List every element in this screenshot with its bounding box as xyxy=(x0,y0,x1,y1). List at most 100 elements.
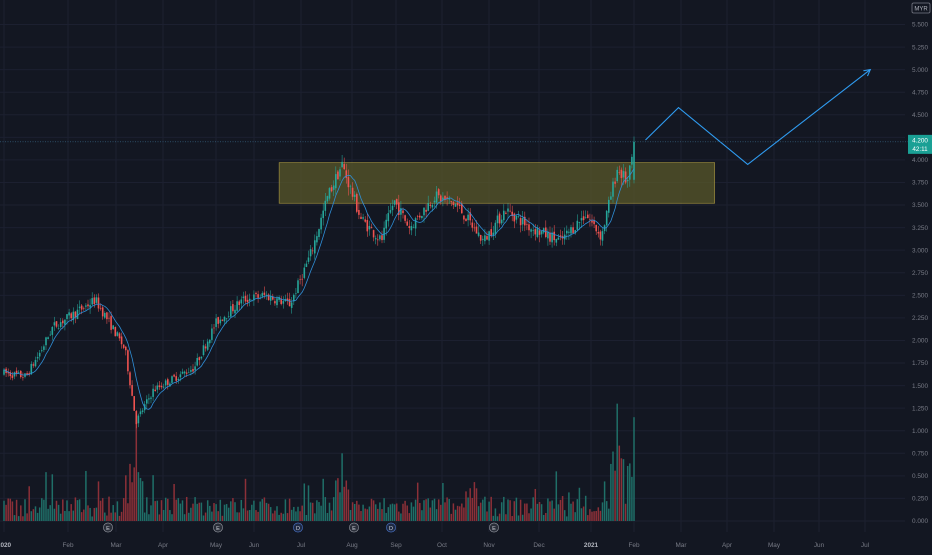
volume-bar xyxy=(494,508,497,521)
candle-body xyxy=(612,181,614,197)
candle-body xyxy=(303,267,306,278)
volume-bar xyxy=(576,499,579,521)
volume-bar xyxy=(57,504,60,521)
volume-bar xyxy=(429,507,432,521)
dividend-marker[interactable]: D xyxy=(386,522,396,533)
candle-body xyxy=(227,316,230,317)
volume-bar xyxy=(324,497,327,521)
candle-body xyxy=(584,217,587,218)
volume-bar xyxy=(185,496,188,521)
candle-body xyxy=(74,311,77,318)
resistance-zone[interactable] xyxy=(278,162,715,204)
candle-body xyxy=(477,232,480,236)
projection-path[interactable] xyxy=(645,69,871,166)
volume-bar xyxy=(282,513,285,521)
candle-body xyxy=(15,370,18,374)
candle-body xyxy=(347,177,350,188)
candle-body xyxy=(524,216,526,226)
candle-body xyxy=(118,333,121,339)
candle-body xyxy=(112,325,114,329)
volume-bar xyxy=(540,504,543,521)
volume-bar xyxy=(599,510,602,521)
volume-bar xyxy=(269,507,272,521)
candle-body xyxy=(215,318,217,327)
svg-text:E: E xyxy=(352,526,356,532)
x-tick-label: Feb xyxy=(62,542,73,549)
candle-body xyxy=(431,204,434,208)
candle-body xyxy=(343,164,345,170)
volume-bar xyxy=(152,475,154,521)
candle-body xyxy=(463,215,465,220)
volume-bar xyxy=(574,512,576,521)
candle-body xyxy=(461,203,463,214)
candle-body xyxy=(232,304,234,312)
y-tick-label: 1.000 xyxy=(912,428,928,435)
candle-body xyxy=(169,383,171,387)
candle-body xyxy=(320,217,322,230)
candle-body xyxy=(486,236,488,240)
candle-body xyxy=(601,231,604,241)
volume-bar xyxy=(484,496,486,521)
earnings-marker[interactable]: E xyxy=(103,522,113,533)
candle-body xyxy=(633,141,635,180)
candle-body xyxy=(194,366,196,371)
candle-body xyxy=(475,226,478,234)
candle-body xyxy=(387,213,390,222)
volume-bar xyxy=(320,505,322,521)
x-tick-label: Apr xyxy=(722,542,733,549)
volume-bar xyxy=(629,463,631,521)
candle-body xyxy=(580,218,583,221)
candle-body xyxy=(519,218,522,226)
candle-body xyxy=(80,305,83,310)
volume-bar xyxy=(580,508,583,521)
volume-bar xyxy=(467,497,469,521)
volume-bar xyxy=(347,489,350,521)
volume-bar xyxy=(524,503,526,521)
volume-bar xyxy=(568,492,570,521)
currency-box[interactable]: MYR xyxy=(911,2,931,14)
volume-bar xyxy=(391,503,394,521)
volume-bar xyxy=(45,472,47,521)
y-tick-label: 4.000 xyxy=(912,157,928,164)
earnings-marker[interactable]: E xyxy=(213,522,223,533)
volume-bar xyxy=(454,509,457,521)
x-tick-label: 2020 xyxy=(0,542,12,549)
candle-body xyxy=(248,298,251,301)
candle-body xyxy=(530,229,532,232)
candle-body xyxy=(593,220,595,225)
candle-body xyxy=(440,195,442,202)
volume-bar xyxy=(610,463,612,521)
volume-bar xyxy=(488,501,490,521)
volume-bar xyxy=(507,499,509,521)
volume-bar xyxy=(301,505,303,521)
candle-body xyxy=(87,304,89,307)
volume-bar xyxy=(431,500,434,521)
candle-body xyxy=(404,215,406,221)
candle-body xyxy=(297,280,299,294)
candle-body xyxy=(366,220,369,232)
volume-bar xyxy=(314,513,316,521)
earnings-marker[interactable]: E xyxy=(349,522,359,533)
volume-bar xyxy=(410,502,413,521)
candle-body xyxy=(429,204,432,206)
candle-body xyxy=(28,373,30,375)
volume-bar xyxy=(542,514,545,521)
y-tick-label: 2.500 xyxy=(912,293,928,300)
dividend-marker[interactable]: D xyxy=(293,522,303,533)
volume-bar xyxy=(435,509,438,521)
earnings-marker[interactable]: E xyxy=(489,522,499,533)
volume-bar xyxy=(532,497,534,521)
candle-body xyxy=(272,296,274,300)
volume-bar xyxy=(400,513,402,521)
volume-bar xyxy=(303,483,306,521)
candle-body xyxy=(536,227,539,237)
candle-body xyxy=(423,207,425,216)
candle-body xyxy=(591,220,593,223)
volume-bar xyxy=(498,513,501,521)
candle-body xyxy=(76,309,79,319)
volume-bar xyxy=(22,516,24,521)
x-tick-label: Jul xyxy=(297,542,305,549)
